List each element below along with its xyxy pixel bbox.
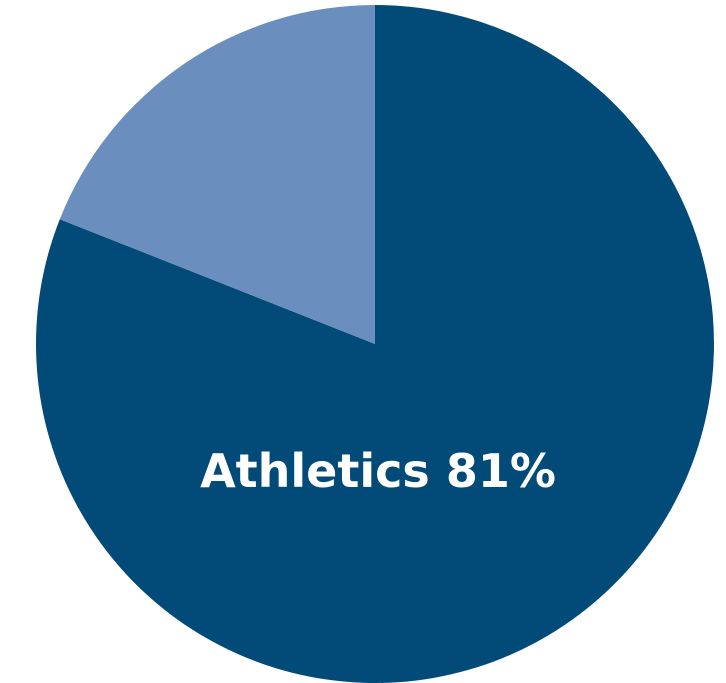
pie-slice — [59, 5, 375, 344]
category-label: Athletics — [200, 444, 430, 498]
value-label: 81% — [446, 444, 556, 498]
pie-slice — [35, 5, 714, 683]
slices — [35, 5, 714, 683]
slice-label: Athletics 81% — [200, 444, 556, 498]
